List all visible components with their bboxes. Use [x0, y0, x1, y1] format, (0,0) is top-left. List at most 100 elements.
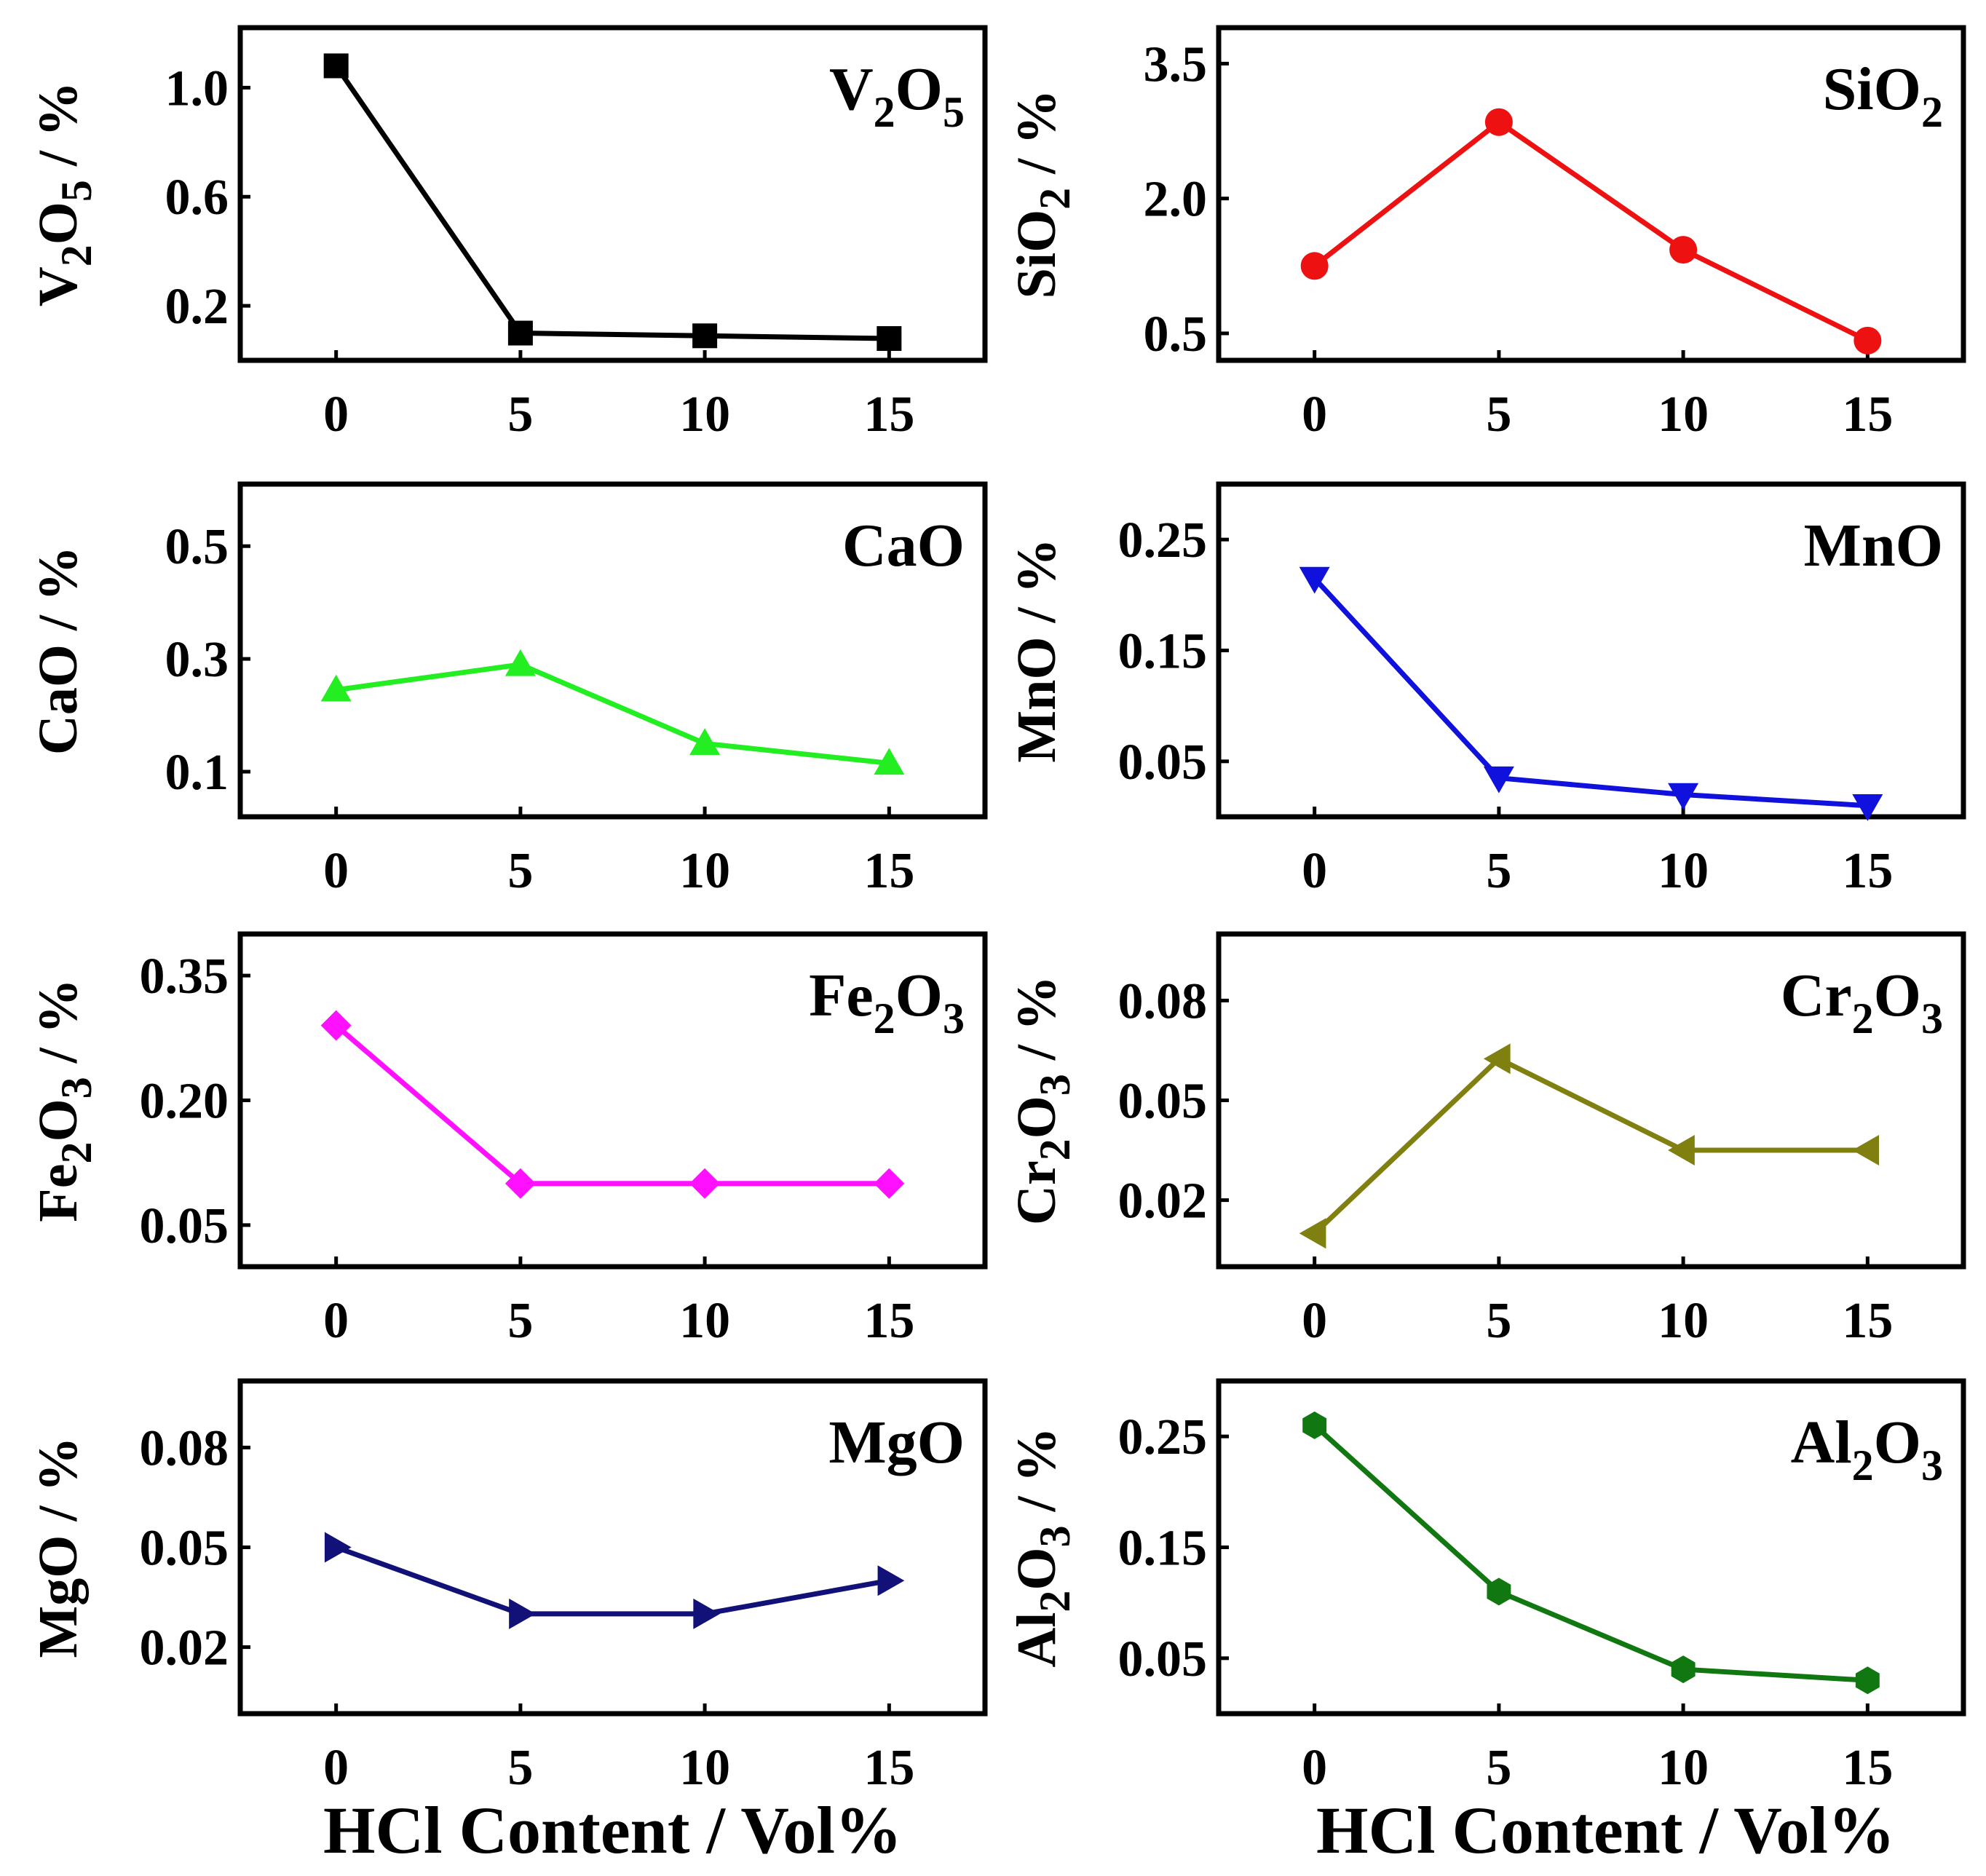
- data-point: [505, 649, 536, 676]
- x-tick-label: 5: [507, 843, 533, 899]
- x-tick-label: 15: [863, 1740, 914, 1796]
- panel-title: MgO: [828, 1409, 965, 1476]
- x-tick-label: 5: [1486, 1293, 1511, 1349]
- x-tick-label: 15: [1842, 387, 1893, 443]
- y-tick-label: 0.6: [165, 170, 229, 226]
- x-tick-label: 0: [1302, 1293, 1327, 1349]
- x-tick-label: 10: [679, 1740, 730, 1796]
- y-tick-label: 2.0: [1144, 172, 1208, 228]
- data-point: [323, 53, 349, 79]
- x-tick-label: 10: [1658, 387, 1709, 443]
- data-point: [1300, 252, 1329, 280]
- data-point: [689, 1168, 721, 1199]
- panel-title: V2O5: [829, 55, 965, 136]
- y-tick-label: 0.15: [1118, 1521, 1208, 1577]
- panel-8: 0 5 10 15 0.05 0.15 0.25 Al2O3 / % Al2O3 HCl Cont…: [1006, 1378, 1966, 1867]
- series-line: [1313, 577, 1868, 809]
- x-tick-label: 0: [1302, 1740, 1327, 1796]
- y-axis-label: V2O5 / %: [28, 82, 100, 306]
- data-point: [1487, 1578, 1511, 1606]
- series-line: [336, 662, 890, 766]
- x-tick-label: 10: [679, 843, 730, 899]
- x-tick-label: 0: [1302, 843, 1327, 899]
- panel-5: 0 5 10 15 0.05 0.20 0.35 Fe2O3 / % Fe2O3: [28, 931, 988, 1349]
- y-tick-label: 3.5: [1144, 36, 1208, 92]
- data-point: [1299, 566, 1330, 594]
- data-point: [1302, 1411, 1327, 1439]
- x-tick-label: 15: [1842, 1293, 1893, 1349]
- panel-2: 0 5 10 15 0.5 2.0 3.5 SiO2 / % SiO2: [1006, 25, 1966, 443]
- data-point: [507, 320, 533, 346]
- data-point: [689, 728, 721, 756]
- x-tick-label: 0: [323, 1740, 349, 1796]
- x-tick-label: 15: [1842, 1740, 1893, 1796]
- panel-title: Cr2O3: [1781, 962, 1943, 1042]
- data-point: [693, 1598, 721, 1629]
- y-axis-label: MnO / %: [1006, 538, 1067, 762]
- plot-frame: [1216, 25, 1966, 363]
- y-axis-label: SiO2 / %: [1006, 90, 1079, 299]
- y-axis-label: MgO / %: [28, 1437, 89, 1658]
- y-tick-label: 0.02: [1118, 1174, 1208, 1230]
- x-axis-label: HCl Content / Vol%: [1316, 1793, 1895, 1867]
- panel-title: CaO: [842, 512, 965, 579]
- data-point: [692, 323, 718, 349]
- x-tick-label: 0: [323, 843, 349, 899]
- x-tick-label: 5: [507, 387, 533, 443]
- y-tick-label: 0.5: [1144, 306, 1208, 363]
- y-tick-label: 0.15: [1118, 624, 1208, 680]
- x-axis-label: HCl Content / Vol%: [323, 1793, 902, 1867]
- y-axis-label: Cr2O3 / %: [1006, 975, 1079, 1225]
- y-tick-label: 0.08: [140, 1420, 229, 1476]
- data-point: [320, 1010, 352, 1041]
- panel-title: SiO2: [1823, 55, 1943, 136]
- data-point: [874, 748, 905, 775]
- series-line: [333, 64, 890, 341]
- y-tick-label: 0.08: [1118, 973, 1208, 1029]
- x-tick-label: 10: [1658, 843, 1709, 899]
- data-point: [877, 326, 902, 352]
- x-tick-label: 10: [679, 387, 730, 443]
- data-point: [1669, 236, 1698, 264]
- data-point: [877, 1565, 905, 1596]
- y-tick-label: 0.2: [165, 279, 229, 335]
- panel-4: 0 5 10 15 0.05 0.15 0.25 MnO / % MnO: [1006, 481, 1966, 899]
- y-tick-label: 0.1: [165, 745, 229, 801]
- data-point: [1668, 1135, 1695, 1166]
- x-tick-label: 15: [863, 1293, 914, 1349]
- data-point: [1671, 1655, 1696, 1684]
- x-tick-label: 15: [863, 387, 914, 443]
- data-point: [509, 1598, 536, 1629]
- data-point: [1299, 1218, 1326, 1249]
- panel-3: 0 5 10 15 0.1 0.3 0.5 CaO / % CaO: [28, 481, 988, 899]
- data-point: [1855, 1666, 1880, 1695]
- x-tick-label: 10: [679, 1293, 730, 1349]
- y-axis-label: CaO / %: [28, 546, 89, 755]
- series-line: [335, 1545, 890, 1617]
- series-line: [1313, 1056, 1868, 1235]
- y-tick-label: 0.3: [165, 632, 229, 688]
- panel-1: 0 5 10 15 0.2 0.6 1.0 V2O5 / % V2O5: [28, 25, 988, 443]
- y-tick-label: 0.25: [1118, 512, 1208, 569]
- x-tick-label: 5: [1486, 387, 1511, 443]
- panel-title: Fe2O3: [809, 962, 965, 1042]
- panel-7: 0 5 10 15 0.02 0.05 0.08 MgO / % MgO HCl Content …: [28, 1378, 988, 1867]
- x-tick-label: 0: [323, 1293, 349, 1349]
- panel-title: Al2O3: [1791, 1409, 1943, 1489]
- data-point: [1483, 1043, 1511, 1074]
- y-tick-label: 0.05: [1118, 1631, 1208, 1687]
- y-tick-label: 0.25: [1118, 1409, 1208, 1465]
- data-point: [320, 674, 352, 702]
- x-tick-label: 0: [323, 387, 349, 443]
- x-tick-label: 15: [863, 843, 914, 899]
- plot-frame: [237, 25, 988, 363]
- y-axis-label: Al2O3 / %: [1006, 1427, 1079, 1667]
- series-line: [1313, 1423, 1868, 1683]
- x-tick-label: 10: [1658, 1740, 1709, 1796]
- data-point: [324, 1532, 352, 1563]
- data-point: [1854, 326, 1882, 355]
- y-tick-label: 0.05: [140, 1521, 229, 1577]
- x-tick-label: 5: [1486, 843, 1511, 899]
